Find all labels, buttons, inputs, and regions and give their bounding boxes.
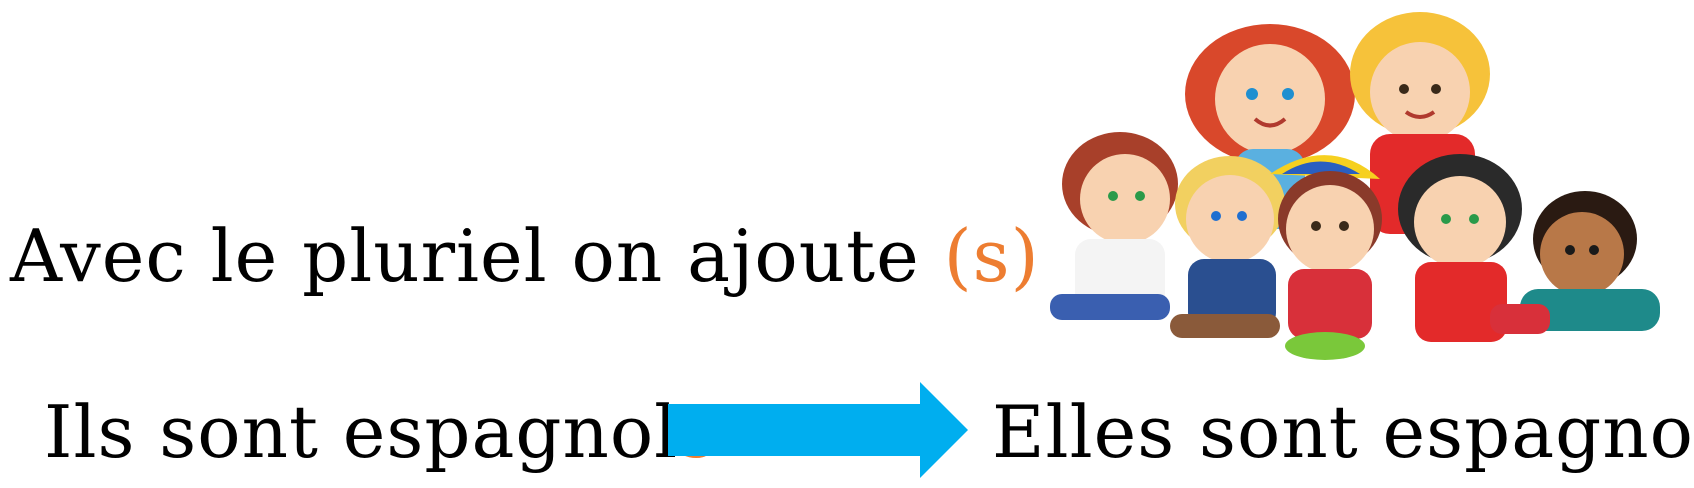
plural-rule-text: Avec le pluriel on ajoute (s) bbox=[10, 220, 1040, 292]
plural-rule-label: Avec le pluriel on ajoute bbox=[10, 214, 944, 298]
child-cap-girl bbox=[1270, 155, 1382, 360]
group-of-children-icon bbox=[1050, 12, 1660, 360]
child-curly-hair-boy bbox=[1490, 191, 1660, 334]
feminine-stem: Elles sont espagnol bbox=[992, 390, 1694, 474]
right-arrow-icon bbox=[668, 382, 968, 478]
child-brown-hair-boy bbox=[1050, 132, 1178, 320]
child-dark-hair-girl bbox=[1398, 154, 1522, 342]
feminine-example: Elles sont espagnoles bbox=[992, 396, 1694, 468]
masculine-example: Ils sont espagnols bbox=[44, 396, 716, 468]
child-yellow-hair-boy bbox=[1170, 156, 1285, 338]
plural-rule-highlight: (s) bbox=[943, 214, 1040, 298]
masculine-stem: Ils sont espagnol bbox=[44, 390, 679, 474]
